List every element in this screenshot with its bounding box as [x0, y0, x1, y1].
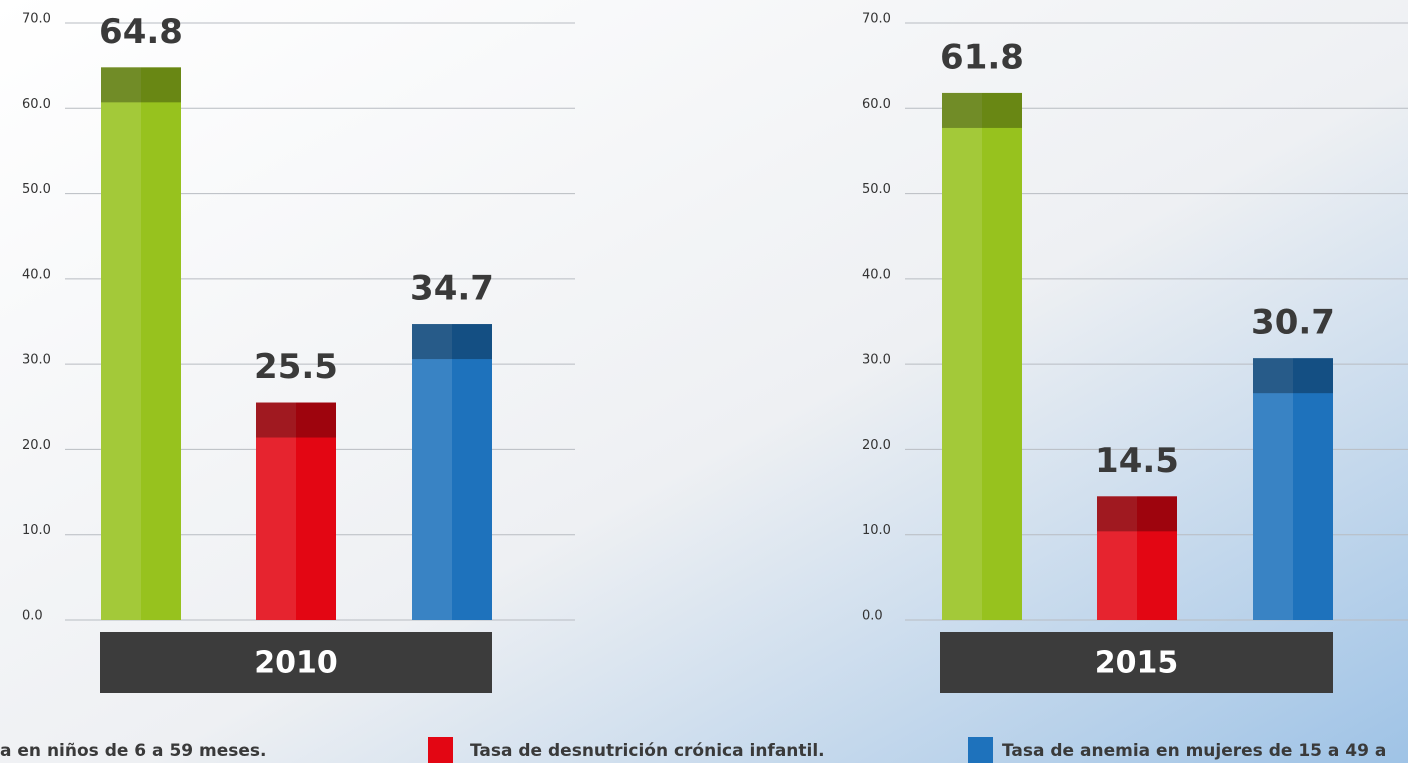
- y-tick-label: 10.0: [22, 523, 51, 538]
- y-tick-label: 60.0: [862, 97, 891, 112]
- legend-swatch: [968, 737, 993, 763]
- y-tick-label: 0.0: [22, 609, 43, 624]
- legend-label: Tasa de anemia en mujeres de 15 a 49 a: [1002, 741, 1386, 761]
- y-tick-label: 70.0: [862, 12, 891, 27]
- y-tick-label: 50.0: [862, 182, 891, 197]
- legend-label: Tasa de desnutrición crónica infantil.: [470, 741, 825, 761]
- value-label: 14.5: [1095, 441, 1179, 481]
- value-label: 61.8: [940, 37, 1024, 77]
- year-label: 2015: [1095, 646, 1179, 681]
- bar-cap: [1097, 496, 1177, 531]
- y-tick-label: 40.0: [22, 267, 51, 282]
- y-tick-label: 60.0: [22, 97, 51, 112]
- bar-highlight: [101, 67, 141, 620]
- bar-highlight: [942, 93, 982, 620]
- infographic: 0.0 10.0 20.0 30.0 40.0 50.0 60.0 70.0 64.8 25.5 3…: [0, 0, 1408, 763]
- bar-cap: [942, 93, 1022, 128]
- bar-cap: [256, 403, 336, 438]
- value-label: 64.8: [99, 12, 183, 52]
- value-label: 30.7: [1251, 303, 1335, 343]
- bar-cap: [412, 324, 492, 359]
- legend-swatch: [428, 737, 453, 763]
- value-label: 34.7: [410, 269, 494, 309]
- year-label: 2010: [254, 646, 338, 681]
- y-tick-label: 10.0: [862, 523, 891, 538]
- y-tick-label: 30.0: [862, 353, 891, 368]
- value-label: 25.5: [254, 347, 338, 387]
- y-tick-label: 50.0: [22, 182, 51, 197]
- y-tick-label: 30.0: [22, 353, 51, 368]
- y-tick-label: 20.0: [22, 438, 51, 453]
- bar-highlight: [1253, 358, 1293, 620]
- y-tick-label: 40.0: [862, 267, 891, 282]
- y-tick-label: 70.0: [22, 12, 51, 27]
- bar-highlight: [412, 324, 452, 620]
- y-tick-label: 20.0: [862, 438, 891, 453]
- y-tick-label: 0.0: [862, 609, 883, 624]
- legend-label: a en niños de 6 a 59 meses.: [0, 741, 267, 761]
- bar-cap: [1253, 358, 1333, 393]
- bar-cap: [101, 67, 181, 102]
